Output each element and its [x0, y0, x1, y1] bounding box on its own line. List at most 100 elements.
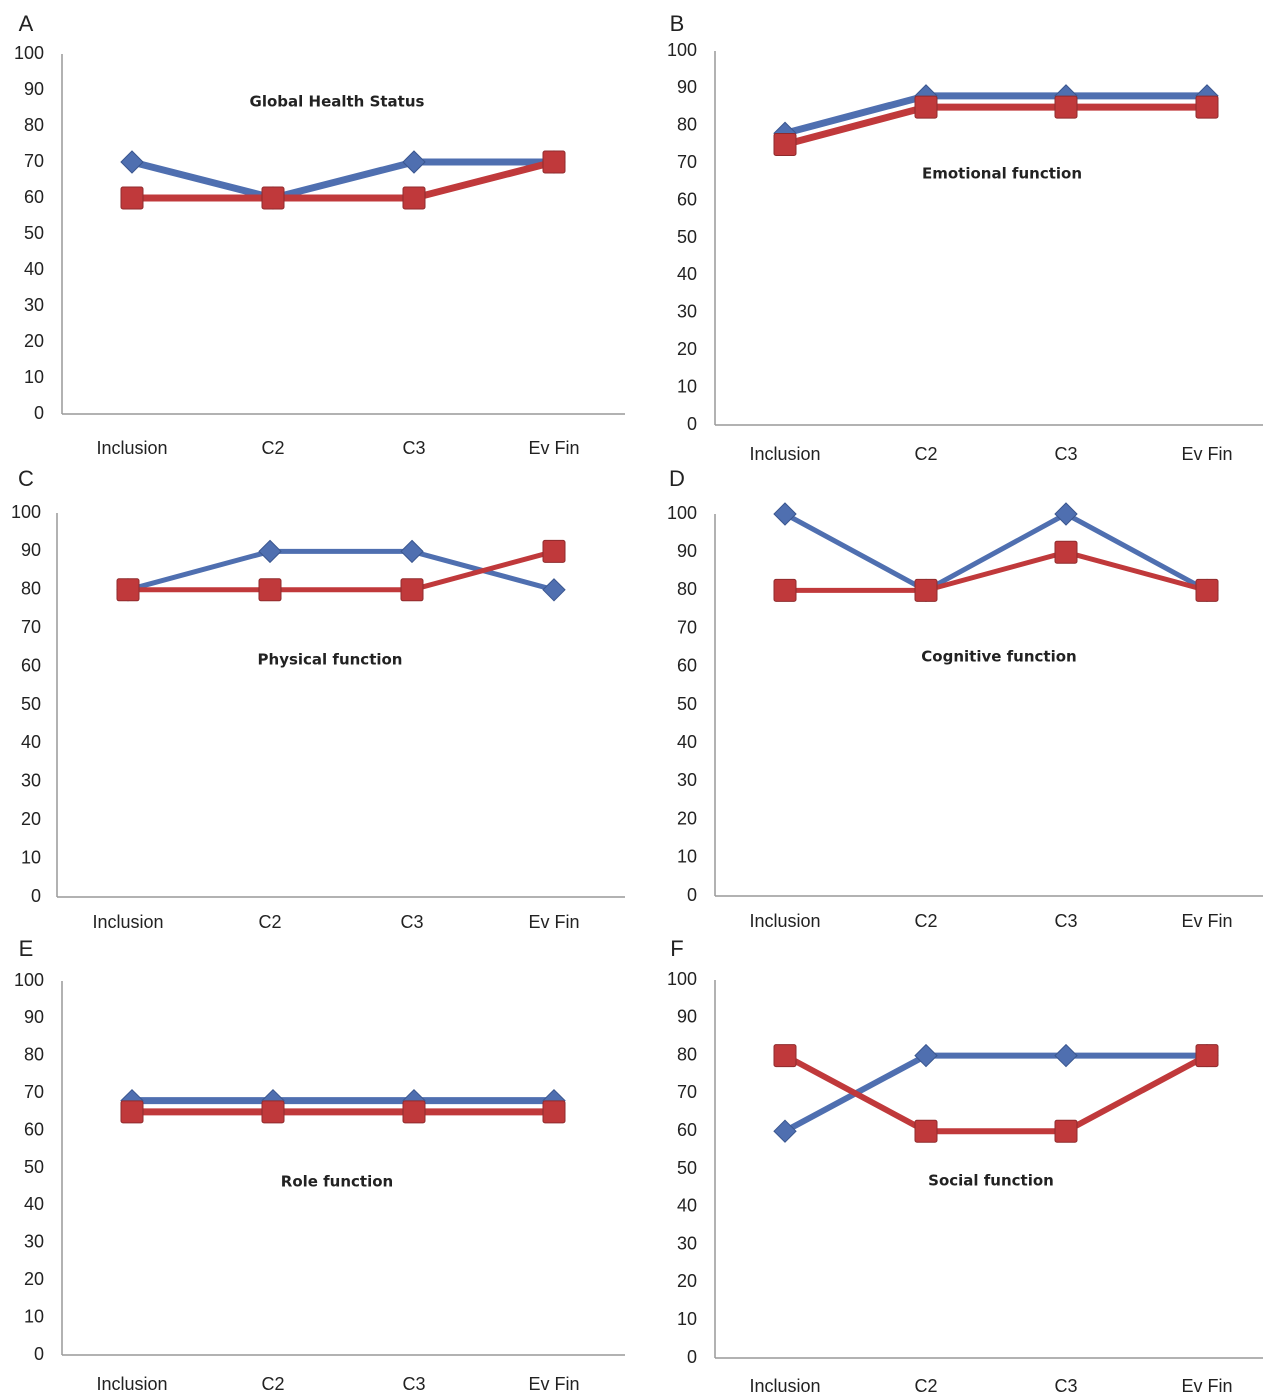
- y-tick-label: 40: [677, 264, 697, 284]
- y-tick-label: 20: [24, 1269, 44, 1289]
- y-tick-label: 40: [24, 259, 44, 279]
- y-tick-label: 80: [677, 1044, 697, 1064]
- x-tick-label: Ev Fin: [528, 438, 579, 458]
- series-line: [783, 1052, 1209, 1135]
- y-tick-label: 50: [677, 227, 697, 247]
- y-tick-label: 60: [24, 187, 44, 207]
- chart-title: Global Health Status: [250, 93, 425, 111]
- square-marker: [1054, 1119, 1078, 1143]
- y-tick-label: 60: [21, 655, 41, 675]
- y-tick-label: 70: [677, 617, 697, 637]
- series-line: [131, 158, 554, 202]
- y-tick-label: 10: [24, 1306, 44, 1326]
- y-tick-label: 80: [677, 115, 697, 135]
- series-line: [783, 511, 1209, 593]
- square-marker: [914, 95, 938, 119]
- x-tick-label: C3: [1054, 1376, 1077, 1395]
- x-tick-label: C2: [258, 912, 281, 932]
- x-tick-label: C3: [400, 912, 423, 932]
- square-marker: [542, 1100, 566, 1124]
- square-marker: [1195, 1044, 1219, 1068]
- diamond-marker: [120, 150, 144, 174]
- x-tick-label: C3: [402, 1374, 425, 1394]
- y-tick-label: 0: [34, 1344, 44, 1364]
- series-line: [128, 548, 555, 593]
- y-tick-label: 70: [24, 1082, 44, 1102]
- y-tick-label: 100: [11, 502, 41, 522]
- y-tick-label: 90: [24, 79, 44, 99]
- y-tick-label: 60: [677, 1120, 697, 1140]
- y-tick-label: 80: [24, 1045, 44, 1065]
- y-tick-label: 70: [21, 617, 41, 637]
- y-tick-label: 10: [21, 847, 41, 867]
- square-marker: [1195, 578, 1219, 602]
- square-marker: [542, 539, 566, 563]
- y-tick-label: 90: [24, 1007, 44, 1027]
- y-tick-label: 70: [677, 1082, 697, 1102]
- y-tick-label: 80: [21, 579, 41, 599]
- y-tick-label: 60: [677, 189, 697, 209]
- series-line: [783, 1052, 1207, 1134]
- y-tick-label: 10: [677, 1309, 697, 1329]
- square-marker: [402, 1100, 426, 1124]
- y-tick-label: 20: [677, 808, 697, 828]
- y-tick-label: 60: [24, 1119, 44, 1139]
- x-tick-label: C2: [914, 1376, 937, 1395]
- panel-label: C: [18, 466, 34, 491]
- y-tick-label: 40: [677, 1196, 697, 1216]
- series-line: [784, 92, 1207, 137]
- x-tick-label: Ev Fin: [528, 1374, 579, 1394]
- y-tick-label: 70: [677, 152, 697, 172]
- x-tick-label: Inclusion: [92, 912, 163, 932]
- panel-label: B: [670, 11, 685, 36]
- x-tick-label: C3: [402, 438, 425, 458]
- x-tick-label: Inclusion: [96, 438, 167, 458]
- y-tick-label: 60: [677, 656, 697, 676]
- chart-title: Social function: [928, 1172, 1054, 1190]
- y-tick-label: 50: [24, 1157, 44, 1177]
- square-marker: [1054, 540, 1078, 564]
- x-tick-label: Inclusion: [749, 1376, 820, 1395]
- y-tick-label: 0: [687, 414, 697, 434]
- y-tick-label: 30: [24, 295, 44, 315]
- y-tick-label: 0: [687, 885, 697, 905]
- y-tick-label: 30: [677, 1233, 697, 1253]
- y-tick-label: 100: [667, 969, 697, 989]
- y-tick-label: 30: [677, 302, 697, 322]
- diamond-marker: [1054, 1043, 1078, 1068]
- chart-title: Emotional function: [922, 165, 1082, 183]
- y-tick-label: 50: [21, 694, 41, 714]
- y-tick-label: 0: [687, 1347, 697, 1367]
- x-tick-label: Inclusion: [749, 444, 820, 464]
- y-tick-label: 0: [31, 886, 41, 906]
- y-tick-label: 10: [677, 847, 697, 867]
- square-marker: [258, 578, 282, 602]
- panel-label: D: [669, 466, 685, 491]
- y-tick-label: 20: [24, 331, 44, 351]
- y-tick-label: 90: [21, 540, 41, 560]
- x-tick-label: Ev Fin: [1181, 444, 1232, 464]
- x-tick-label: C2: [914, 911, 937, 931]
- diamond-marker: [914, 1043, 938, 1068]
- y-tick-label: 10: [677, 376, 697, 396]
- y-tick-label: 20: [677, 339, 697, 359]
- series-line: [132, 158, 555, 202]
- y-tick-label: 40: [21, 732, 41, 752]
- square-marker: [1195, 95, 1219, 119]
- y-tick-label: 90: [677, 1007, 697, 1027]
- y-tick-label: 90: [677, 541, 697, 561]
- y-tick-label: 100: [667, 503, 697, 523]
- x-tick-label: C2: [261, 438, 284, 458]
- square-marker: [120, 186, 144, 210]
- panel-label: E: [19, 936, 34, 961]
- y-tick-label: 50: [677, 694, 697, 714]
- panel-label: A: [19, 11, 34, 36]
- x-tick-label: Inclusion: [749, 911, 820, 931]
- x-tick-label: C2: [914, 444, 937, 464]
- y-tick-label: 100: [667, 40, 697, 60]
- square-marker: [400, 578, 424, 602]
- square-marker: [402, 186, 426, 210]
- square-marker: [261, 186, 285, 210]
- chart-title: Role function: [281, 1173, 393, 1191]
- square-marker: [773, 578, 797, 602]
